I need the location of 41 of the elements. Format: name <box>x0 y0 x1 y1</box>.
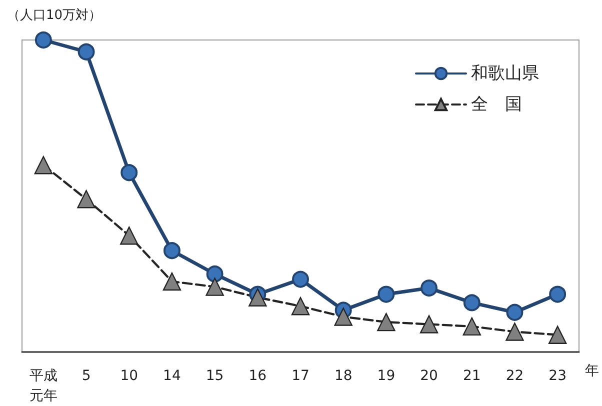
point <box>548 326 567 344</box>
point <box>162 272 182 291</box>
point <box>506 304 524 321</box>
point <box>334 308 352 326</box>
x-tick-label: 16 <box>248 368 267 384</box>
x-tick-label: 17 <box>292 368 310 384</box>
x-tick-label: 平成元年 <box>29 368 58 404</box>
point <box>206 278 224 296</box>
x-tick-label: 18 <box>334 368 352 384</box>
x-tick-label: 22 <box>506 368 524 384</box>
point <box>34 156 53 174</box>
legend-label: 和歌山県 <box>471 64 539 84</box>
y-axis-title: （人口10万対） <box>7 7 102 23</box>
point <box>506 322 524 341</box>
point <box>420 315 438 334</box>
point <box>462 317 481 336</box>
point <box>378 286 395 303</box>
point <box>120 164 138 182</box>
point <box>291 297 310 316</box>
x-tick-label: 20 <box>420 368 438 384</box>
x-tick-label: 19 <box>377 368 396 384</box>
x-tick-label: 14 <box>163 368 181 384</box>
x-tick-label: 5 <box>82 368 91 384</box>
point <box>78 43 95 60</box>
point <box>292 270 309 288</box>
point <box>420 280 438 297</box>
x-tick-label: 21 <box>462 368 481 384</box>
legend-label: 全 国 <box>471 94 522 114</box>
point <box>206 266 224 282</box>
x-axis-title: 年 <box>585 363 599 379</box>
x-tick-label: 15 <box>206 368 224 384</box>
point <box>463 294 480 312</box>
x-tick-label: 10 <box>120 368 138 384</box>
point <box>77 190 96 208</box>
point <box>34 32 52 48</box>
point <box>549 286 566 303</box>
point <box>120 226 138 245</box>
point <box>377 312 396 332</box>
x-tick-label: 23 <box>548 368 566 384</box>
point <box>163 242 180 260</box>
point <box>248 288 267 306</box>
